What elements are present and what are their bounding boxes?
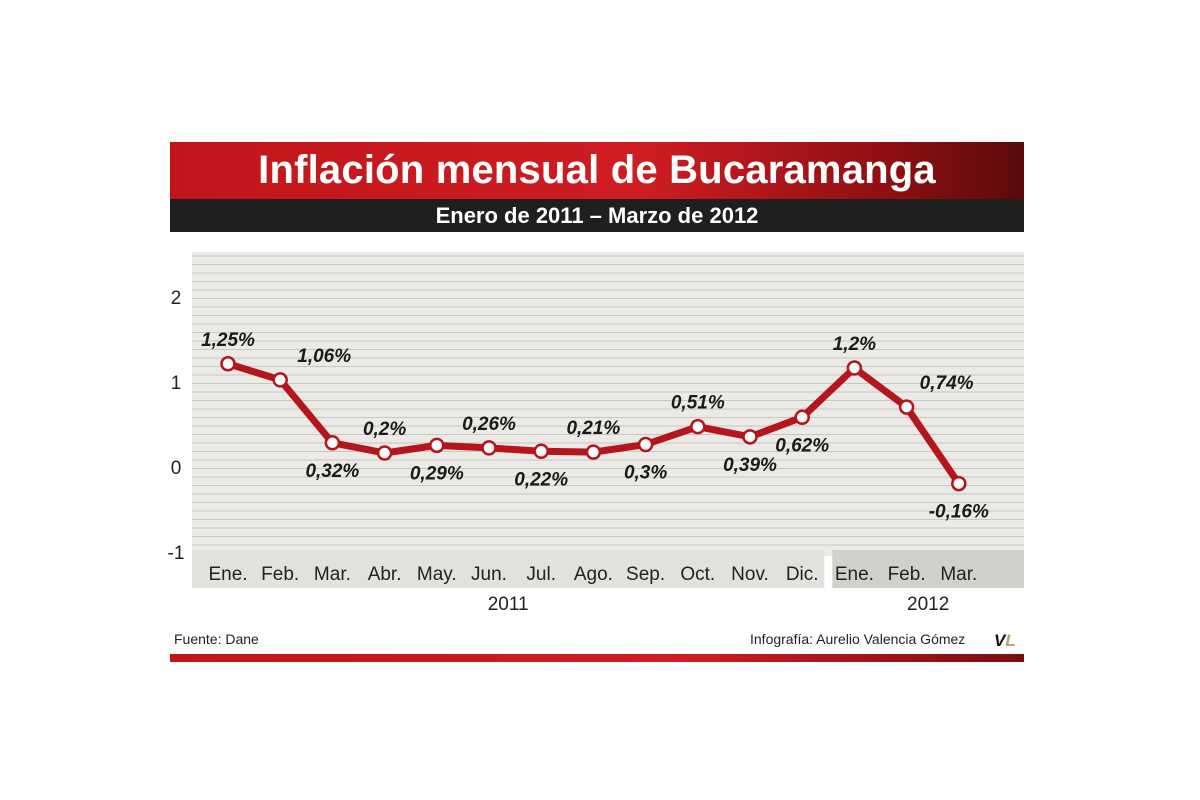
data-point: [533, 443, 549, 460]
x-tick-label: Feb.: [261, 564, 299, 585]
data-label: 0,39%: [723, 455, 777, 476]
y-tick-label: 0: [170, 458, 182, 479]
data-point: [846, 360, 863, 376]
year-label: 2011: [488, 594, 529, 615]
source-text: Fuente: Dane: [174, 631, 259, 647]
data-point: [429, 437, 445, 454]
data-point: [220, 356, 236, 372]
x-tick-label: Oct.: [680, 564, 715, 585]
x-tick-label: Mar.: [314, 564, 351, 585]
data-label: 0,26%: [462, 414, 516, 435]
x-tick-label: Abr.: [368, 564, 402, 585]
x-tick-label: Jun.: [471, 564, 507, 585]
logo: VL: [994, 631, 1016, 650]
data-label: 1,06%: [297, 346, 351, 367]
data-point: [585, 444, 602, 460]
data-label: 0,62%: [775, 435, 829, 456]
data-label: 0,22%: [514, 469, 568, 490]
category-band: [192, 550, 825, 588]
title-bar: Inflación mensual de Bucaramanga: [170, 142, 1024, 199]
data-point: [637, 436, 654, 453]
infographic: 2011 2012 Ene. Feb. Mar. Abr. May. Jun. Jul. Ago.…: [168, 142, 1024, 664]
chart: 2011 2012 Ene. Feb. Mar. Abr. May. Jun. Jul. Ago.…: [192, 252, 1024, 615]
footer-line: [170, 654, 1024, 662]
chart-subtitle: Enero de 2011 – Marzo de 2012: [435, 202, 759, 228]
subtitle-bar: Enero de 2011 – Marzo de 2012: [170, 199, 1024, 232]
data-point: [898, 399, 915, 415]
data-point: [951, 475, 967, 492]
data-point: [742, 429, 758, 445]
x-tick-label: Dic.: [786, 564, 819, 585]
data-point: [376, 445, 393, 461]
year-label: 2012: [907, 594, 949, 615]
data-point: [272, 372, 288, 388]
x-tick-label: Ago.: [574, 564, 613, 585]
data-label: 0,29%: [410, 463, 464, 484]
credit-text: Infografía: Aurelio Valencia Gómez: [750, 631, 966, 647]
data-label: 0,2%: [363, 419, 406, 440]
chart-title: Inflación mensual de Bucaramanga: [258, 148, 936, 192]
data-label: 0,74%: [920, 373, 974, 394]
data-label: 1,2%: [833, 334, 876, 355]
x-tick-label: Feb.: [888, 564, 926, 585]
x-tick-label: Mar.: [940, 564, 977, 585]
y-tick-label: -1: [167, 543, 185, 564]
data-label: -0,16%: [929, 502, 989, 523]
data-label: 0,21%: [566, 418, 620, 439]
y-tick-label: 2: [170, 288, 182, 309]
data-point: [794, 409, 810, 426]
x-tick-label: May.: [417, 564, 457, 585]
x-tick-label: Nov.: [731, 564, 769, 585]
data-point: [690, 418, 706, 435]
x-tick-label: Ene.: [208, 564, 247, 585]
data-point: [324, 435, 341, 451]
data-label: 1,25%: [201, 330, 255, 351]
category-band: [832, 550, 1024, 588]
data-label: 0,32%: [305, 461, 359, 482]
plot-area: [192, 252, 1024, 556]
y-tick-label: 1: [170, 373, 182, 394]
x-tick-label: Sep.: [626, 564, 665, 585]
x-tick-label: Jul.: [526, 564, 556, 585]
data-label: 0,51%: [671, 393, 725, 414]
data-point: [481, 440, 497, 456]
data-label: 0,3%: [624, 463, 667, 484]
x-tick-label: Ene.: [835, 564, 874, 585]
